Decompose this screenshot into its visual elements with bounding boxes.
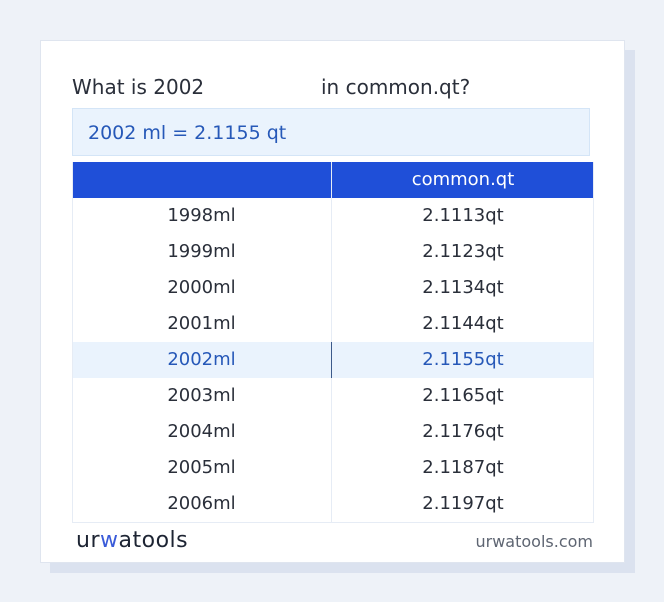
cell-ml: 2004ml xyxy=(72,414,332,450)
cell-ml: 2000ml xyxy=(72,270,332,306)
question-part1: What is 2002 xyxy=(72,75,205,99)
cell-ml: 1998ml xyxy=(72,198,332,234)
cell-qt: 2.1155qt xyxy=(422,349,504,370)
table-row: 2004ml 2.1176qt xyxy=(72,414,594,450)
table-row-highlighted: 2002ml 2.1155qt xyxy=(72,342,594,378)
cell-ml: 2001ml xyxy=(72,306,332,342)
cell-ml: 2002ml xyxy=(72,342,332,378)
cell-qt: 2.1134qt xyxy=(422,277,504,298)
table-row: 2003ml 2.1165qt xyxy=(72,378,594,414)
logo-part3: atools xyxy=(118,528,189,553)
converter-card: What is 2002 in common.qt? 2002 ml = 2.1… xyxy=(40,40,625,563)
cell-ml: 2006ml xyxy=(72,486,332,522)
answer-box: 2002 ml = 2.1155 qt xyxy=(72,108,590,156)
cell-ml: 2005ml xyxy=(72,450,332,486)
table-row: 2001ml 2.1144qt xyxy=(72,306,594,342)
logo-part1: ur xyxy=(76,528,100,553)
table-row: 2000ml 2.1134qt xyxy=(72,270,594,306)
question-part2: in common.qt? xyxy=(321,75,471,99)
table-row: 1999ml 2.1123qt xyxy=(72,234,594,270)
header-ml xyxy=(72,162,332,198)
question-heading: What is 2002 in common.qt? xyxy=(72,73,592,101)
table-row: 2005ml 2.1187qt xyxy=(72,450,594,486)
cell-ml: 1999ml xyxy=(72,234,332,270)
logo-part2: w xyxy=(100,528,119,553)
cell-qt: 2.1197qt xyxy=(422,493,504,514)
cell-qt: 2.1123qt xyxy=(422,241,504,262)
header-qt: common.qt xyxy=(411,169,515,190)
table-row: 2006ml 2.1197qt xyxy=(72,486,594,522)
conversion-table: common.qt 1998ml 2.1113qt 1999ml 2.1123q… xyxy=(72,162,594,522)
table-row: 1998ml 2.1113qt xyxy=(72,198,594,234)
cell-qt: 2.1144qt xyxy=(422,313,504,334)
cell-qt: 2.1176qt xyxy=(422,421,504,442)
cell-qt: 2.1165qt xyxy=(422,385,504,406)
table-header: common.qt xyxy=(72,162,594,198)
cell-ml: 2003ml xyxy=(72,378,332,414)
urwatools-logo[interactable]: urwatools xyxy=(76,527,188,555)
cell-qt: 2.1113qt xyxy=(422,205,504,226)
cell-qt: 2.1187qt xyxy=(422,457,504,478)
footer-url-link[interactable]: urwatools.com xyxy=(475,532,594,551)
